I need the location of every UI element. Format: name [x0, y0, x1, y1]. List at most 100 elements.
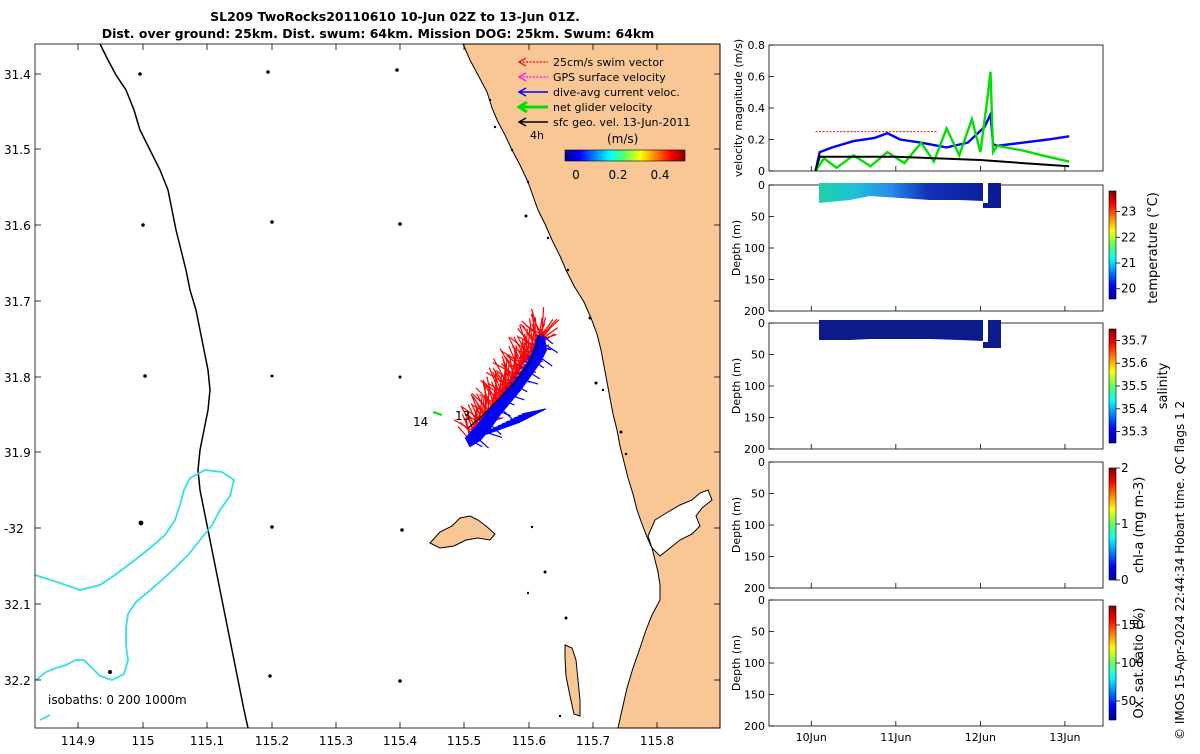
oxygen-axes: [769, 600, 1103, 726]
salinity-ytick-label: 200: [744, 443, 765, 456]
salinity-colorbar: [1109, 329, 1116, 443]
chla-ytick-label: 150: [744, 551, 765, 564]
track-label-14: 14: [413, 415, 428, 429]
oxygen-ytick-label: 150: [744, 689, 765, 702]
isobath-label: isobaths: 0 200 1000m: [48, 693, 187, 707]
temperature-axes: [769, 185, 1103, 311]
legend-label-net: net glider velocity: [553, 101, 653, 114]
chla-ylabel: Depth (m): [730, 497, 743, 553]
title-line2: Dist. over ground: 25km. Dist. swum: 64k…: [102, 26, 655, 41]
map-colorbar-tick-0: 0: [572, 168, 580, 182]
map-lon-tick-label: 115.8: [640, 734, 674, 748]
temperature-colorbar-tick-label: 22: [1121, 230, 1136, 244]
chla-axes: [769, 462, 1103, 588]
time-tick-label: 12Jun: [965, 731, 996, 744]
velocity-ytick-label: 0.6: [748, 71, 766, 84]
map-colorbar-label: (m/s): [607, 132, 638, 146]
map-lon-tick-label: 114.9: [61, 734, 95, 748]
map-lat-tick-label: 31.5: [4, 143, 31, 157]
map-lat-tick-label: 31.7: [4, 295, 31, 309]
oxygen-ytick-label: 200: [744, 720, 765, 733]
map-lon-tick-label: 115.3: [319, 734, 353, 748]
chla-ytick-label: 50: [751, 488, 765, 501]
salinity-colorbar-tick-label: 35.3: [1121, 425, 1148, 439]
velocity-panel: 0 0.2 0.4 0.6 0.8 velocity magnitude (m/s): [732, 39, 1103, 178]
velocity-ytick-label: 0: [758, 165, 765, 178]
time-tick-label: 10Jun: [796, 731, 827, 744]
temperature-colorbar: [1109, 191, 1116, 299]
salinity-colorbar-label: salinity: [1156, 362, 1171, 409]
map-lat-tick-label: 31.6: [4, 219, 31, 233]
time-scale-label: 4h: [530, 129, 544, 142]
velocity-ytick-label: 0.2: [748, 134, 766, 147]
map-lon-tick-label: 115.6: [512, 734, 546, 748]
temperature-colorbar-label: temperature (°C): [1146, 192, 1161, 304]
oxygen-ytick-label: 50: [751, 626, 765, 639]
temperature-gap: [983, 183, 988, 203]
salinity-gap: [983, 320, 988, 342]
salinity-ylabel: Depth (m): [730, 358, 743, 414]
legend-label-swim: 25cm/s swim vector: [553, 56, 664, 69]
chla-colorbar-tick-label: 1: [1121, 517, 1129, 531]
map-lat-tick-label: 31.9: [4, 446, 31, 460]
map-lon-tick-label: 115.1: [190, 734, 224, 748]
time-tick-label: 13Jun: [1049, 731, 1080, 744]
salinity-axes: [769, 323, 1103, 449]
map-lon-tick-label: 115.4: [383, 734, 417, 748]
velocity-ylabel: velocity magnitude (m/s): [732, 39, 745, 177]
temperature-ylabel: Depth (m): [730, 220, 743, 276]
salinity-colorbar-tick-label: 35.5: [1121, 379, 1148, 393]
legend-label-current: dive-avg current veloc.: [553, 86, 680, 99]
map-panel: 14 13 isobaths: 0 200 1000m 114.9 115 115.…: [4, 44, 720, 748]
map-lon-tick-label: 115: [132, 734, 155, 748]
salinity-colorbar-tick-label: 35.7: [1121, 333, 1148, 347]
chla-ytick-label: 100: [744, 519, 765, 532]
time-tick-label: 11Jun: [880, 731, 911, 744]
temperature-ytick-label: 150: [744, 274, 765, 287]
salinity-colorbar-tick-label: 35.6: [1121, 356, 1148, 370]
salinity-ytick-label: 100: [744, 380, 765, 393]
timeseries-panels: 0 0.2 0.4 0.6 0.8 velocity magnitude (m/s) 0…: [730, 39, 1187, 744]
temperature-ytick-label: 0: [758, 179, 765, 192]
legend-label-geo: sfc geo. vel. 13-Jun-2011: [553, 116, 690, 129]
velocity-ytick-label: 0.4: [748, 102, 766, 115]
chla-ytick-label: 0: [758, 456, 765, 469]
oxygen-ytick-label: 100: [744, 657, 765, 670]
chla-colorbar-ticks: 0 1 2: [1116, 461, 1129, 587]
map-lon-tick-label: 115.7: [576, 734, 610, 748]
oxygen-colorbar: [1109, 606, 1116, 720]
oxygen-ytick-label: 0: [758, 594, 765, 607]
chla-colorbar: [1109, 468, 1116, 580]
map-colorbar: [565, 150, 685, 161]
salinity-ytick-label: 50: [751, 349, 765, 362]
chla-colorbar-tick-label: 0: [1121, 573, 1129, 587]
salinity-colorbar-ticks: 35.3 35.4 35.5 35.6 35.7: [1116, 333, 1148, 438]
salinity-ytick-label: 0: [758, 317, 765, 330]
temperature-colorbar-tick-label: 23: [1121, 205, 1136, 219]
chla-colorbar-tick-label: 2: [1121, 461, 1129, 475]
map-lat-tick-label: 31.4: [4, 68, 31, 82]
track-label-13: 13: [455, 409, 470, 423]
map-lon-tick-label: 115.2: [255, 734, 289, 748]
salinity-ytick-label: 150: [744, 412, 765, 425]
map-lat-tick-label: 32.1: [4, 598, 31, 612]
map-lat-tick-label: 31.8: [4, 371, 31, 385]
map-lon-tick-label: 115.5: [447, 734, 481, 748]
map-colorbar-tick-1: 0.2: [608, 168, 627, 182]
map-lat-tick-label: 32.2: [4, 674, 31, 688]
oxygen-colorbar-label: Ox. sat. ratio (%): [1132, 608, 1147, 719]
temperature-ytick-label: 50: [751, 211, 765, 224]
salinity-colorbar-tick-label: 35.4: [1121, 402, 1148, 416]
chla-colorbar-label: chl-a (mg m-3): [1132, 477, 1147, 574]
legend-label-gps: GPS surface velocity: [553, 71, 666, 84]
velocity-ytick-label: 0.8: [748, 39, 766, 52]
map-colorbar-tick-2: 0.4: [650, 168, 669, 182]
credit-text: © IMOS 15-Apr-2024 22:44:34 Hobart time.…: [1173, 401, 1187, 740]
